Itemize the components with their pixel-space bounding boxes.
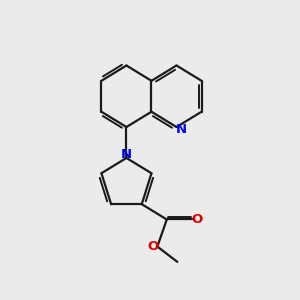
Text: O: O [147, 240, 158, 253]
Text: N: N [176, 123, 188, 136]
Text: O: O [191, 213, 202, 226]
Text: N: N [120, 148, 131, 160]
